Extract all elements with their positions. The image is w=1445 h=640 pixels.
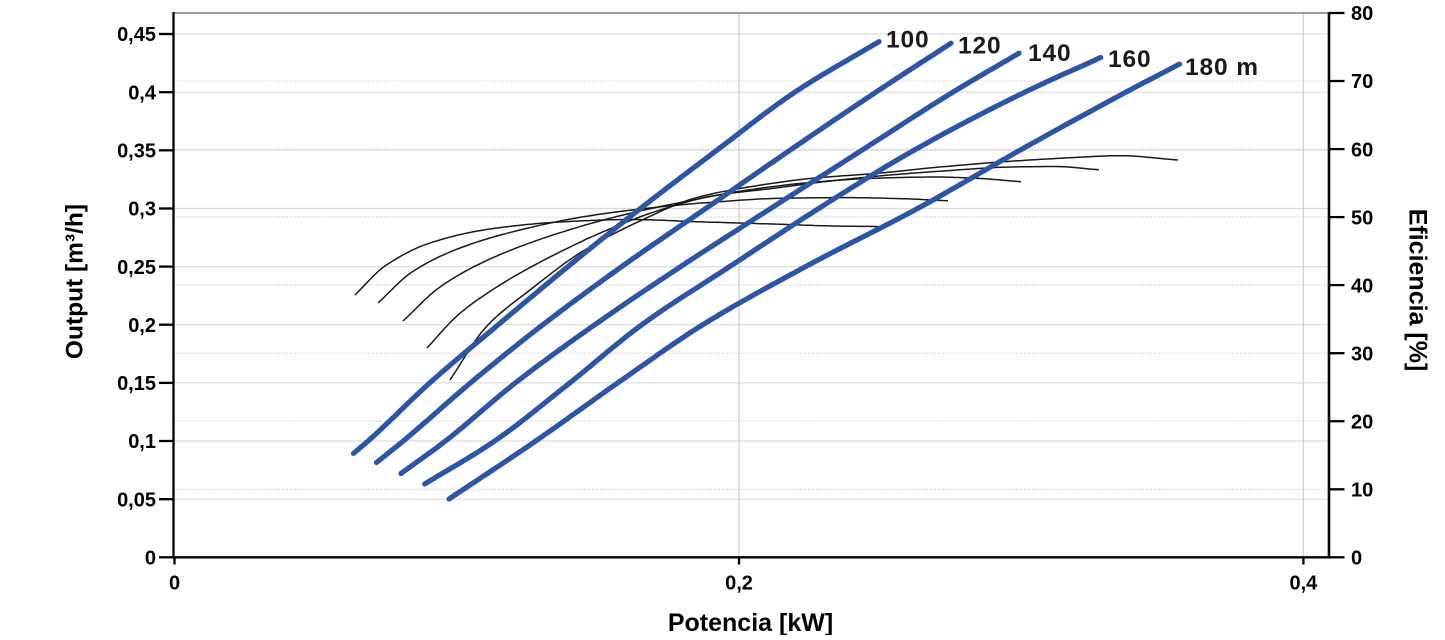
svg-text:0: 0 xyxy=(1351,548,1362,570)
svg-text:60: 60 xyxy=(1351,139,1373,161)
svg-text:Output [m³/h]: Output [m³/h] xyxy=(62,204,89,359)
svg-text:0,4: 0,4 xyxy=(128,82,157,104)
svg-text:40: 40 xyxy=(1351,275,1373,297)
svg-text:0,15: 0,15 xyxy=(117,373,156,395)
svg-text:50: 50 xyxy=(1351,207,1373,229)
svg-text:180 m: 180 m xyxy=(1185,54,1259,81)
svg-text:0,2: 0,2 xyxy=(725,573,753,595)
svg-text:0,25: 0,25 xyxy=(117,257,156,279)
svg-text:0,4: 0,4 xyxy=(1289,573,1318,595)
svg-text:140: 140 xyxy=(1028,40,1072,67)
svg-text:Eficiencia [%]: Eficiencia [%] xyxy=(1404,209,1432,372)
svg-text:160: 160 xyxy=(1108,46,1152,73)
svg-text:70: 70 xyxy=(1351,71,1373,93)
svg-text:30: 30 xyxy=(1351,343,1373,365)
svg-text:120: 120 xyxy=(958,33,1002,60)
svg-text:0,35: 0,35 xyxy=(117,141,156,163)
svg-text:0,2: 0,2 xyxy=(128,315,156,337)
svg-text:0,1: 0,1 xyxy=(128,431,156,453)
svg-text:0,05: 0,05 xyxy=(117,489,156,511)
svg-text:80: 80 xyxy=(1351,3,1373,25)
svg-text:10: 10 xyxy=(1351,480,1373,502)
svg-text:0: 0 xyxy=(169,573,180,595)
svg-text:0,45: 0,45 xyxy=(117,24,156,46)
svg-text:20: 20 xyxy=(1351,411,1373,433)
svg-text:100: 100 xyxy=(886,27,930,54)
svg-text:Potencia [kW]: Potencia [kW] xyxy=(668,609,833,635)
svg-text:0: 0 xyxy=(145,548,156,570)
svg-text:0,3: 0,3 xyxy=(128,199,156,221)
